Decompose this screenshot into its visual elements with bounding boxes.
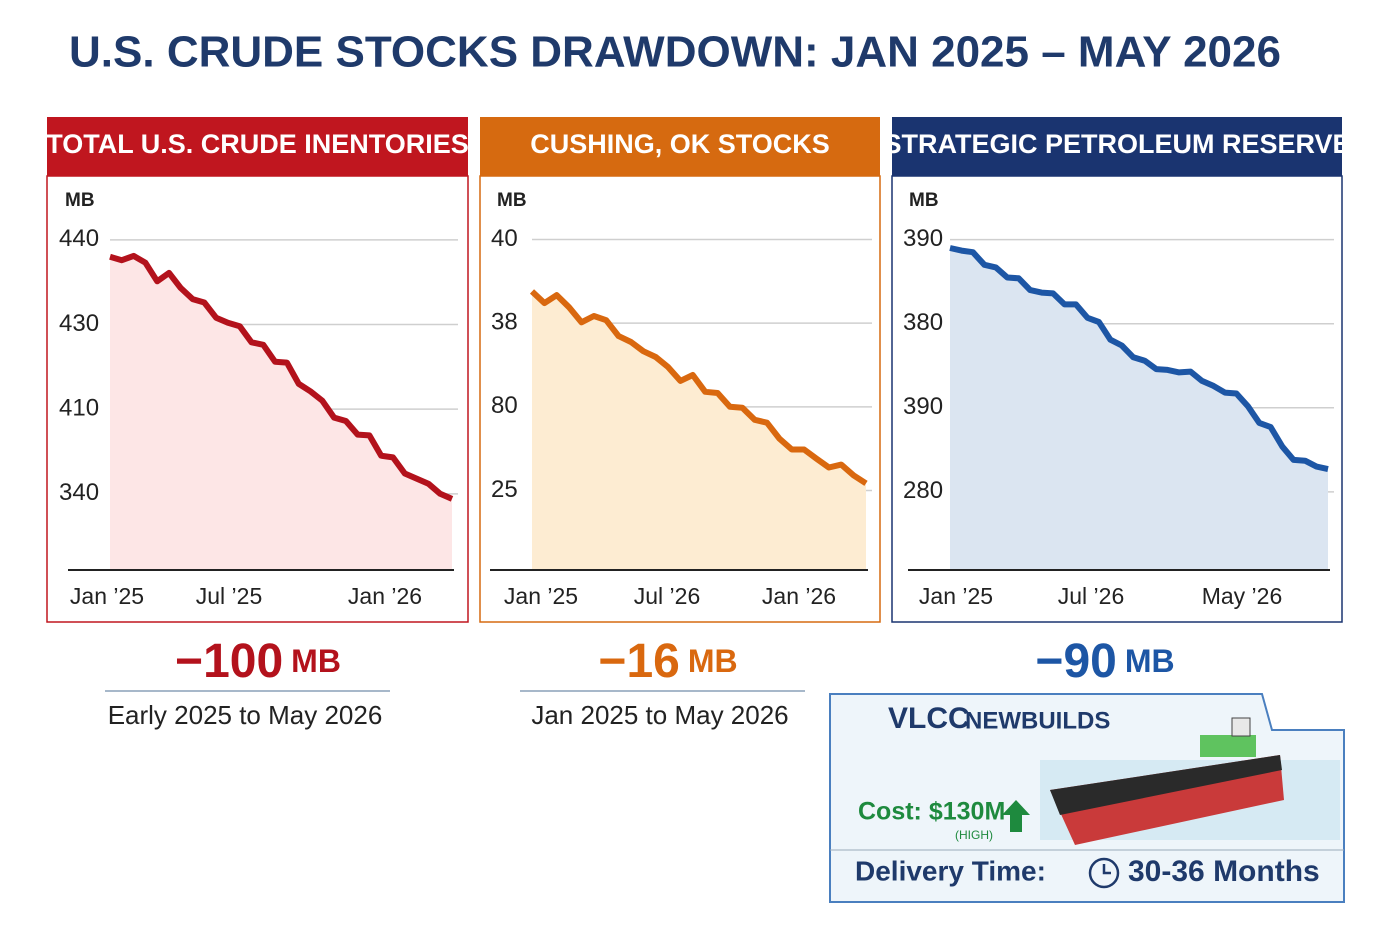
panel-title: CUSHING, OK STOCKS [530, 129, 830, 159]
y-tick-label: 40 [491, 225, 518, 252]
y-tick-label: 410 [59, 395, 99, 422]
x-tick-label: Jan ’25 [504, 583, 578, 609]
x-tick-label: Jul ’26 [1058, 583, 1124, 609]
page-title: U.S. CRUDE STOCKS DRAWDOWN: JAN 2025 – M… [69, 28, 1281, 77]
clock-icon [1088, 857, 1120, 889]
panel-title: STRATEGIC PETROLEUM RESERVE [883, 129, 1350, 159]
change-unit: MB [688, 643, 738, 679]
y-tick-label: 38 [491, 308, 518, 335]
delivery-value: 30-36 Months [1128, 855, 1320, 888]
vlcc-box: VLCC NEWBUILDS Cost: $130M (HIGH) Delive… [829, 693, 1345, 903]
y-axis-label: MB [497, 190, 527, 211]
data-line [949, 245, 1329, 473]
change-period: Jan 2025 to May 2026 [531, 700, 788, 730]
vlcc-cost-note: (HIGH) [955, 828, 993, 842]
y-tick-label: 390 [903, 225, 943, 252]
y-axis-label: MB [65, 190, 95, 211]
delivery-label: Delivery Time: [855, 855, 1046, 886]
area-fill [110, 255, 452, 570]
x-tick-label: May ’26 [1202, 583, 1283, 609]
vlcc-title: VLCC [888, 702, 970, 735]
ship-hull-top [1050, 755, 1282, 815]
change-summary: −100 MB [175, 635, 341, 688]
change-value: −16 [598, 635, 679, 688]
panel-header [892, 117, 1342, 176]
change-unit: MB [1125, 643, 1175, 679]
area-fill [532, 291, 866, 570]
change-summary: −90 MB [1035, 635, 1174, 688]
vlcc-subtitle: NEWBUILDS [965, 707, 1110, 734]
y-tick-label: 340 [59, 479, 99, 506]
clock-hands [1102, 864, 1111, 875]
y-tick-label: 80 [491, 392, 518, 419]
x-tick-label: Jul ’25 [196, 583, 262, 609]
ship-bridge [1200, 735, 1256, 757]
y-tick-label: 440 [59, 225, 99, 252]
y-tick-label: 380 [903, 309, 943, 336]
y-tick-label: 280 [903, 477, 943, 504]
panel-header [47, 117, 468, 176]
up-arrow [1002, 800, 1030, 832]
change-unit: MB [291, 643, 341, 679]
x-tick-label: Jul ’26 [634, 583, 700, 609]
vlcc-cost: Cost: $130M [858, 798, 1005, 826]
y-axis-label: MB [909, 190, 939, 211]
panel-header [480, 117, 880, 176]
y-tick-label: 430 [59, 310, 99, 337]
change-period: Early 2025 to May 2026 [108, 700, 383, 730]
x-tick-label: Jan ’25 [70, 583, 144, 609]
data-line [529, 289, 868, 486]
change-value: −90 [1035, 635, 1116, 688]
area-fill [950, 248, 1328, 570]
change-value: −100 [175, 635, 283, 688]
ship-funnel [1231, 717, 1251, 737]
panel-title: TOTAL U.S. CRUDE INENTORIES [46, 129, 469, 159]
x-tick-label: Jan ’26 [762, 583, 836, 609]
data-line [109, 252, 454, 502]
y-tick-label: 390 [903, 393, 943, 420]
change-summary: −16 MB [598, 635, 737, 688]
x-tick-label: Jan ’26 [348, 583, 422, 609]
y-tick-label: 25 [491, 476, 518, 503]
x-tick-label: Jan ’25 [919, 583, 993, 609]
